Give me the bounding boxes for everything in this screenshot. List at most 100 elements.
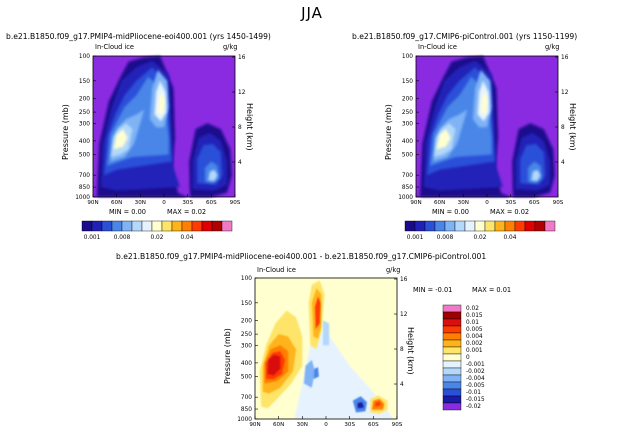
colorbar-swatch <box>484 220 496 232</box>
latitude-tick-label: 90S <box>392 422 403 428</box>
pressure-tick-label: 1000 <box>398 195 413 201</box>
colorbar-panel-1: 0.001 0.008 0.02 0.04 <box>81 220 233 241</box>
colorbar-swatch <box>464 220 476 232</box>
pressure-tick-label: 400 <box>402 139 413 145</box>
panel-1-axes: 100 150 200 250 300 400 500 700 850 1000 16 12 8 4 90N… <box>75 54 245 206</box>
colorbar-swatch <box>442 318 462 327</box>
contour-level-8 <box>436 129 451 150</box>
pressure-tick-label: 400 <box>79 139 90 145</box>
latitude-tick-label: 90S <box>553 200 564 206</box>
pressure-tick-label: 1000 <box>75 195 90 201</box>
colorbar-swatch <box>151 220 163 232</box>
panel-3-max-label: MAX = 0.01 <box>472 286 512 294</box>
pressure-tick-label: 150 <box>402 79 413 85</box>
pressure-tick-label: 850 <box>241 407 252 413</box>
diff-neg-005 <box>313 367 319 379</box>
colorbar-swatch <box>514 220 526 232</box>
pressure-tick-label: 700 <box>402 173 413 179</box>
pressure-tick-label: 200 <box>402 96 413 102</box>
pressure-tick-label: 500 <box>79 153 90 159</box>
colorbar-swatch <box>504 220 516 232</box>
pressure-tick-label: 100 <box>402 54 413 60</box>
latitude-tick-label: 0 <box>485 200 489 206</box>
colorbar-swatch <box>181 220 193 232</box>
colorbar-tick-label: -0.005 <box>466 383 485 389</box>
colorbar-tick-label: 0.02 <box>474 235 487 241</box>
pressure-tick-label: 500 <box>241 375 252 381</box>
colorbar-swatch <box>414 220 426 232</box>
colorbar-swatch <box>424 220 436 232</box>
colorbar-swatch <box>442 325 462 334</box>
colorbar-swatch <box>444 220 456 232</box>
panel-2-max-label: MAX = 0.02 <box>490 208 530 216</box>
colorbar-swatch <box>442 339 462 348</box>
latitude-tick-label: 90N <box>87 200 98 206</box>
colorbar-tick-label: 0.005 <box>466 327 483 333</box>
colorbar-swatch <box>91 220 103 232</box>
colorbar-swatch <box>101 220 113 232</box>
colorbar-swatch <box>211 220 223 232</box>
pressure-tick-label: 100 <box>241 276 252 282</box>
colorbar-swatch <box>474 220 486 232</box>
colorbar-swatch <box>201 220 213 232</box>
colorbar-tick-label: 0.02 <box>151 235 164 241</box>
colorbar-tick-label: 0.01 <box>466 320 479 326</box>
sh-level-6 <box>531 169 541 181</box>
colorbar-swatch <box>131 220 143 232</box>
colorbar-tick-label: -0.015 <box>466 397 485 403</box>
pressure-tick-label: 300 <box>241 343 252 349</box>
panel-1-max-label: MAX = 0.02 <box>167 208 207 216</box>
panel-3-variable-label: In-Cloud ice <box>257 266 296 274</box>
colorbar-swatch <box>442 367 462 376</box>
colorbar-swatch <box>454 220 466 232</box>
latitude-tick-label: 60S <box>206 200 217 206</box>
latitude-tick-label: 0 <box>162 200 166 206</box>
height-tick-label: 8 <box>238 125 242 131</box>
colorbar-swatch <box>494 220 506 232</box>
colorbar-panel-3: 0.020.0150.010.0050.0040.0020.0010-0.001… <box>442 304 485 411</box>
colorbar-swatch <box>442 346 462 355</box>
colorbar-swatch <box>121 220 133 232</box>
height-tick-label: 8 <box>561 125 565 131</box>
pressure-tick-label: 150 <box>79 79 90 85</box>
panel-3-contour-field <box>255 278 397 419</box>
pressure-tick-label: 250 <box>241 332 252 338</box>
contour-level-8 <box>113 129 128 150</box>
panel-3-units-label: g/kg <box>386 266 401 274</box>
diff-neg-004 <box>303 359 315 388</box>
tropical-level-8 <box>157 92 165 115</box>
colorbar-swatch <box>434 220 446 232</box>
latitude-tick-label: 90N <box>249 422 260 428</box>
height-tick-label: 16 <box>400 277 408 283</box>
latitude-tick-label: 60S <box>529 200 540 206</box>
tropical-level-8 <box>480 92 488 115</box>
height-tick-label: 16 <box>238 55 246 61</box>
latitude-tick-label: 90N <box>410 200 421 206</box>
pressure-tick-label: 150 <box>241 301 252 307</box>
latitude-tick-label: 30N <box>458 200 469 206</box>
pressure-tick-label: 400 <box>241 361 252 367</box>
latitude-tick-label: 30S <box>344 422 355 428</box>
colorbar-swatch <box>442 332 462 341</box>
figure-title: JJA <box>301 4 323 22</box>
latitude-tick-label: 0 <box>324 422 328 428</box>
height-tick-label: 4 <box>561 160 565 166</box>
latitude-tick-label: 60S <box>368 422 379 428</box>
pressure-tick-label: 200 <box>79 96 90 102</box>
colorbar-swatch <box>442 353 462 362</box>
panel-2-axes: 100 150 200 250 300 400 500 700 850 1000 16 12 8 4 90N… <box>398 54 568 206</box>
colorbar-tick-label: 0.008 <box>114 235 131 241</box>
panel-3-axes: 100 150 200 250 300 400 500 700 850 1000 16 12 8 4 90N… <box>237 276 407 428</box>
colorbar-swatch <box>524 220 536 232</box>
latitude-tick-label: 90S <box>230 200 241 206</box>
colorbar-tick-label: 0.004 <box>466 334 483 340</box>
latitude-tick-label: 60N <box>273 422 284 428</box>
panel-1-units-label: g/kg <box>223 43 238 51</box>
panel-2-contour-field <box>416 56 558 197</box>
colorbar-tick-label: 0.002 <box>466 341 483 347</box>
latitude-tick-label: 60N <box>434 200 445 206</box>
colorbar-tick-label: 0.015 <box>466 313 483 319</box>
colorbar-tick-label: -0.001 <box>466 362 485 368</box>
diff-negative-bg <box>294 331 394 419</box>
